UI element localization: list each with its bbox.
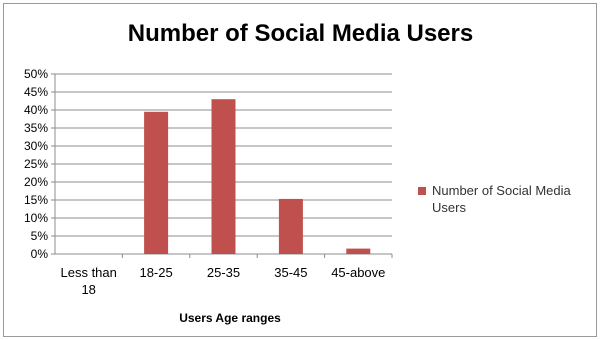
y-tick-label: 0%	[31, 247, 49, 261]
x-tick-label: Less than 18	[61, 265, 117, 297]
y-tick-label: 10%	[24, 211, 48, 225]
bar	[211, 99, 236, 254]
y-tick-labels: 0% 5% 10% 15% 20% 25% 30% 35% 40% 45% 50%	[24, 67, 48, 261]
x-tick-label: 18-25	[139, 265, 172, 280]
y-tick-label: 40%	[24, 103, 48, 117]
x-tick-label: 25-35	[207, 265, 240, 280]
bars	[144, 99, 371, 254]
x-tick-labels: Less than 18 18-25 25-35 35-45 45-above	[61, 265, 386, 297]
x-tick-label: 35-45	[274, 265, 307, 280]
y-tick-label: 15%	[24, 193, 48, 207]
chart-frame	[3, 3, 597, 337]
y-tick-label: 20%	[24, 175, 48, 189]
bar	[278, 198, 303, 254]
legend-label: Number of Social Media Users	[432, 183, 571, 215]
legend-swatch	[418, 187, 426, 195]
y-tick-label: 45%	[24, 85, 48, 99]
bar	[144, 111, 169, 254]
y-tick-label: 25%	[24, 157, 48, 171]
y-tick-label: 35%	[24, 121, 48, 135]
x-tick-label: 45-above	[331, 265, 385, 280]
chart-title: Number of Social Media Users	[127, 20, 474, 47]
x-axis-label: Users Age ranges	[179, 311, 281, 325]
y-tick-label: 30%	[24, 139, 48, 153]
y-tick-label: 5%	[31, 229, 49, 243]
bar	[346, 248, 371, 254]
y-tick-label: 50%	[24, 67, 48, 81]
